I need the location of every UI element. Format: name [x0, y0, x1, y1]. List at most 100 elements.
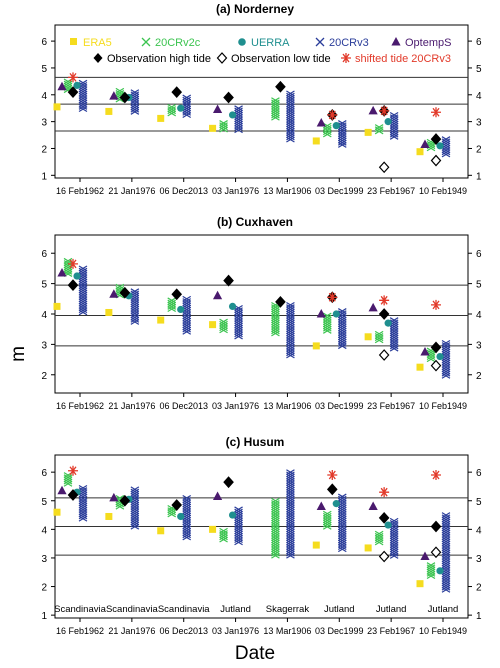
v2c-ensemble-column-x: [271, 319, 280, 326]
v2c-ensemble-column: [271, 497, 280, 559]
era5-square-mark: [53, 302, 61, 310]
v3-ensemble-column-x: [130, 89, 140, 96]
v3-ensemble-column-x: [234, 116, 243, 123]
v2c-ensemble-column-x: [322, 328, 332, 334]
v3-ensemble-column-x: [182, 530, 192, 537]
v3-ensemble-column-x: [337, 519, 347, 526]
v3-ensemble-column: [234, 105, 243, 134]
v3-ensemble-column-x: [286, 97, 295, 103]
v3-ensemble-column: [234, 506, 243, 546]
y-tick-label-right: 3: [476, 340, 482, 351]
v2c-ensemble-column-x: [322, 317, 332, 323]
v3-ensemble-column-x: [389, 345, 399, 352]
v3-ensemble-column-x: [389, 317, 399, 323]
v3-ensemble-column-x: [130, 102, 140, 109]
v3-ensemble-column-x: [78, 92, 88, 99]
v3-ensemble-column-x: [441, 339, 451, 346]
v3-ensemble-column-x: [389, 528, 399, 535]
v3-ensemble-column-x: [389, 118, 399, 125]
legend-item: UERRA: [238, 37, 290, 49]
v2c-ensemble-column-x: [271, 522, 280, 528]
v3-ensemble-column-x: [441, 518, 451, 525]
uerra-circle-mark: [228, 302, 237, 311]
v2c-ensemble-column-x: [426, 562, 436, 569]
legend-label: 20CRv2c: [155, 37, 201, 49]
v3-ensemble-column-x: [286, 119, 295, 125]
v3-ensemble-column-x: [286, 326, 295, 332]
v2c-ensemble-column-x: [63, 82, 73, 89]
v3-ensemble-column-x: [286, 130, 295, 136]
uerra-circle-mark: [177, 104, 185, 112]
v3-ensemble-column-x: [130, 510, 140, 517]
v3-ensemble-column-x: [389, 123, 399, 129]
era5-square-mark: [209, 321, 217, 329]
v3-ensemble-column-x: [234, 535, 243, 541]
v2c-ensemble-column-x: [426, 356, 436, 363]
v3-ensemble-column-x: [441, 361, 451, 368]
obs-low-tide-mark: [430, 359, 442, 372]
obs-high-tide-mark: [119, 494, 131, 507]
v3-ensemble-column-x: [286, 482, 295, 489]
v3-ensemble-column-x: [337, 139, 347, 146]
v3-ensemble-column-x: [337, 135, 347, 142]
v3-ensemble-column: [234, 305, 243, 340]
v3-ensemble-column-x: [286, 513, 295, 520]
v3-ensemble-column-x: [182, 527, 192, 534]
v3-ensemble-column-x: [78, 489, 88, 496]
optemps-triangle-mark: [420, 551, 430, 561]
v2c-ensemble-column-x: [271, 550, 280, 557]
optemps-triangle-mark: [57, 267, 67, 277]
v3-ensemble-column-x: [337, 513, 347, 520]
v3-ensemble-column-x: [337, 508, 347, 515]
v3-ensemble-column-x: [130, 515, 140, 521]
uerra-circle-mark: [436, 142, 444, 150]
v3-ensemble-column-x: [337, 332, 347, 339]
v2c-ensemble-column-x: [271, 326, 280, 332]
x-tick-label: 23 Feb1967: [367, 401, 415, 411]
y-tick-label-right: 2: [476, 371, 482, 382]
v3-ensemble-column-x: [286, 108, 295, 114]
v3-ensemble-column-x: [78, 265, 88, 272]
v2c-ensemble-column-x: [167, 110, 177, 117]
v3-ensemble-column-x: [337, 544, 347, 550]
v3-ensemble-column-x: [441, 516, 451, 523]
v3-ensemble-column-x: [389, 550, 399, 557]
y-tick-label-left: 4: [41, 91, 47, 102]
v3-ensemble-column-x: [130, 501, 140, 508]
v3-ensemble-column-x: [182, 311, 192, 318]
v2c-ensemble-column-x: [167, 507, 177, 514]
v2c-ensemble-column-x: [271, 114, 280, 121]
v2c-ensemble-column-x: [167, 299, 177, 306]
v2c-ensemble-column-x: [271, 99, 280, 106]
v2c-ensemble-column-x: [271, 306, 280, 313]
v3-ensemble-column-x: [78, 300, 88, 307]
v3-ensemble-column-x: [441, 571, 451, 578]
v3-ensemble-column-x: [130, 305, 140, 312]
obs-high-tide-mark: [119, 91, 131, 104]
v3-ensemble-column-x: [78, 280, 88, 287]
v3-ensemble-column-x: [182, 298, 192, 304]
v3-ensemble-column-x: [441, 564, 451, 571]
optemps-triangle-mark: [57, 485, 67, 495]
storm-track-label: Jutland: [220, 604, 251, 615]
v3-ensemble-column-x: [441, 520, 451, 527]
storm-track-label: Skagerrak: [266, 604, 310, 615]
v3-ensemble-column-x: [130, 508, 140, 515]
v3-ensemble-column-x: [389, 546, 399, 553]
v3-ensemble-column-x: [78, 99, 88, 106]
obs-high-tide-mark: [223, 476, 234, 489]
v3-ensemble-column-x: [182, 525, 192, 532]
v3-ensemble-column-x: [234, 311, 243, 318]
v3-ensemble-column-x: [286, 341, 295, 348]
panel-norderney: (a) Norderney 1 1 2 2 3 3 4 4 5 5 6 6 16 Feb1962 21 J…: [41, 2, 482, 196]
v3-ensemble-column-x: [182, 519, 192, 526]
uerra-circle-mark: [436, 352, 444, 361]
v2c-ensemble-column-x: [271, 506, 280, 513]
v3-ensemble-column-x: [286, 537, 295, 544]
legend-item: shifted tide 20CRv3: [341, 53, 451, 65]
v3-ensemble-column-x: [78, 296, 88, 303]
plot-frame: [54, 24, 469, 179]
obs-high-tide-mark: [223, 91, 234, 104]
v2c-ensemble-column-x: [322, 521, 332, 528]
v3-ensemble-column-x: [389, 114, 399, 121]
